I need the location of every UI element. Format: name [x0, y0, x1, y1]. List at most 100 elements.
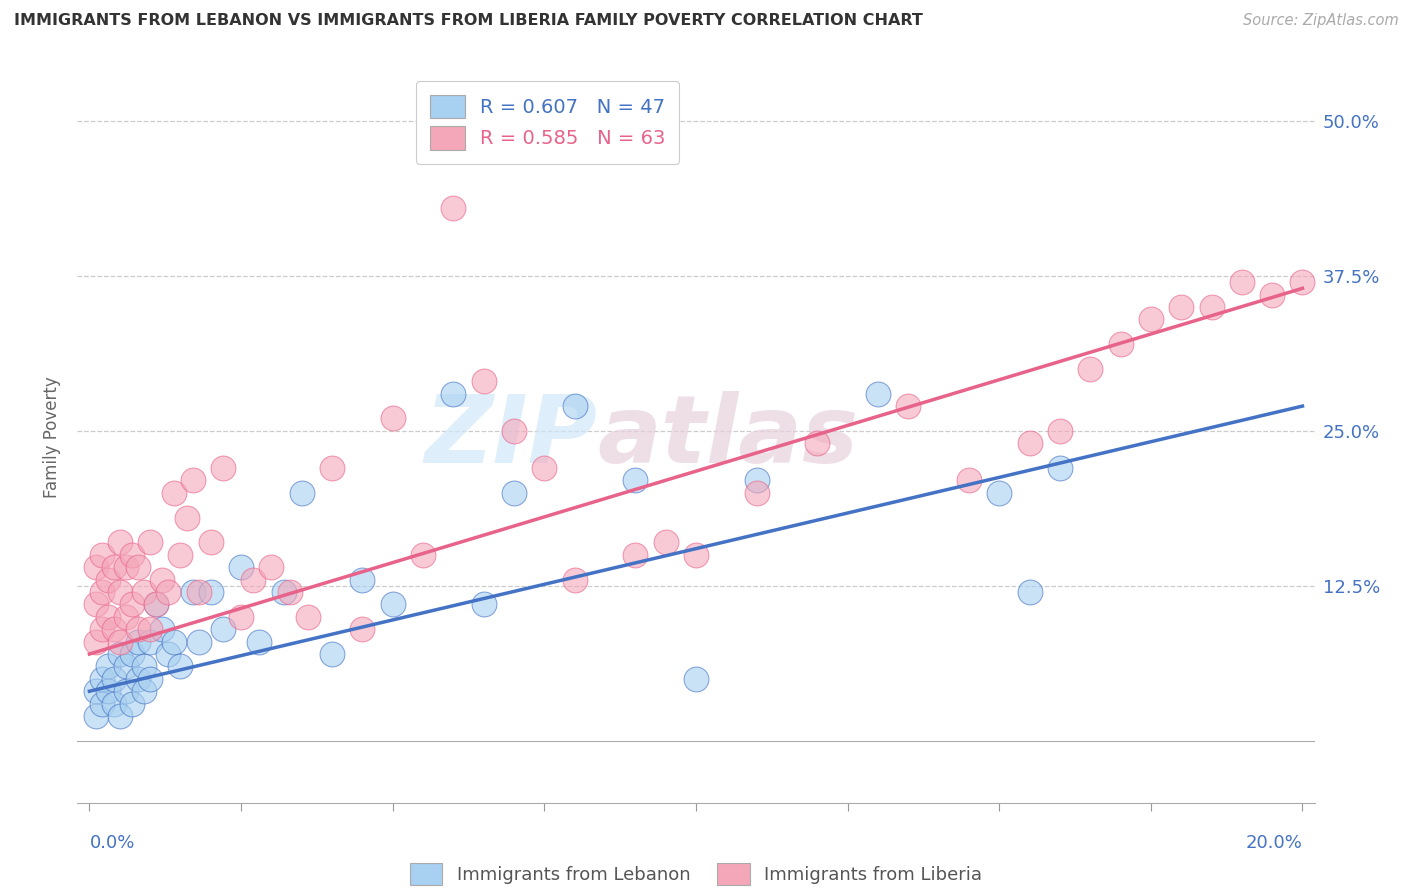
Point — [242, 573, 264, 587]
Point — [181, 585, 204, 599]
Point — [97, 684, 120, 698]
Point — [187, 634, 209, 648]
Point — [145, 598, 167, 612]
Point — [97, 573, 120, 587]
Point — [121, 647, 143, 661]
Point — [108, 709, 131, 723]
Point — [115, 610, 138, 624]
Point — [139, 634, 162, 648]
Point — [132, 585, 155, 599]
Point — [247, 634, 270, 648]
Point — [157, 647, 180, 661]
Point — [176, 510, 198, 524]
Point — [291, 486, 314, 500]
Point — [321, 461, 343, 475]
Point — [127, 672, 149, 686]
Point — [121, 548, 143, 562]
Text: IMMIGRANTS FROM LEBANON VS IMMIGRANTS FROM LIBERIA FAMILY POVERTY CORRELATION CH: IMMIGRANTS FROM LEBANON VS IMMIGRANTS FR… — [14, 13, 922, 29]
Point — [381, 598, 404, 612]
Point — [273, 585, 295, 599]
Point — [169, 548, 191, 562]
Point — [685, 672, 707, 686]
Point — [654, 535, 676, 549]
Y-axis label: Family Poverty: Family Poverty — [44, 376, 62, 498]
Point — [897, 399, 920, 413]
Point — [472, 374, 495, 388]
Point — [145, 598, 167, 612]
Point — [260, 560, 283, 574]
Point — [187, 585, 209, 599]
Legend: Immigrants from Lebanon, Immigrants from Liberia: Immigrants from Lebanon, Immigrants from… — [402, 855, 990, 892]
Point — [1109, 337, 1132, 351]
Point — [84, 560, 107, 574]
Point — [90, 697, 112, 711]
Point — [84, 598, 107, 612]
Point — [1049, 424, 1071, 438]
Point — [321, 647, 343, 661]
Point — [441, 386, 464, 401]
Point — [229, 560, 252, 574]
Point — [1261, 287, 1284, 301]
Text: atlas: atlas — [598, 391, 858, 483]
Point — [84, 684, 107, 698]
Point — [97, 610, 120, 624]
Point — [115, 659, 138, 673]
Point — [121, 598, 143, 612]
Point — [90, 672, 112, 686]
Text: 0.0%: 0.0% — [90, 834, 135, 852]
Point — [163, 486, 186, 500]
Point — [1230, 275, 1253, 289]
Point — [1078, 362, 1101, 376]
Point — [90, 622, 112, 636]
Point — [412, 548, 434, 562]
Point — [169, 659, 191, 673]
Point — [503, 486, 526, 500]
Point — [127, 622, 149, 636]
Point — [139, 672, 162, 686]
Point — [745, 486, 768, 500]
Point — [115, 560, 138, 574]
Point — [441, 201, 464, 215]
Point — [132, 659, 155, 673]
Point — [1140, 312, 1163, 326]
Point — [127, 634, 149, 648]
Point — [115, 684, 138, 698]
Point — [472, 598, 495, 612]
Point — [806, 436, 828, 450]
Point — [278, 585, 301, 599]
Point — [108, 585, 131, 599]
Point — [212, 622, 235, 636]
Point — [150, 622, 173, 636]
Point — [90, 585, 112, 599]
Point — [157, 585, 180, 599]
Point — [103, 672, 125, 686]
Point — [139, 622, 162, 636]
Text: 20.0%: 20.0% — [1246, 834, 1302, 852]
Point — [181, 474, 204, 488]
Point — [121, 697, 143, 711]
Point — [108, 634, 131, 648]
Point — [1018, 585, 1040, 599]
Point — [745, 474, 768, 488]
Point — [564, 399, 586, 413]
Point — [503, 424, 526, 438]
Point — [533, 461, 555, 475]
Point — [685, 548, 707, 562]
Point — [103, 560, 125, 574]
Point — [127, 560, 149, 574]
Point — [108, 535, 131, 549]
Text: ZIP: ZIP — [425, 391, 598, 483]
Point — [352, 573, 374, 587]
Point — [988, 486, 1011, 500]
Point — [139, 535, 162, 549]
Text: Source: ZipAtlas.com: Source: ZipAtlas.com — [1243, 13, 1399, 29]
Point — [1018, 436, 1040, 450]
Point — [624, 474, 647, 488]
Point — [1201, 300, 1223, 314]
Point — [103, 697, 125, 711]
Point — [381, 411, 404, 425]
Point — [108, 647, 131, 661]
Point — [352, 622, 374, 636]
Point — [90, 548, 112, 562]
Point — [132, 684, 155, 698]
